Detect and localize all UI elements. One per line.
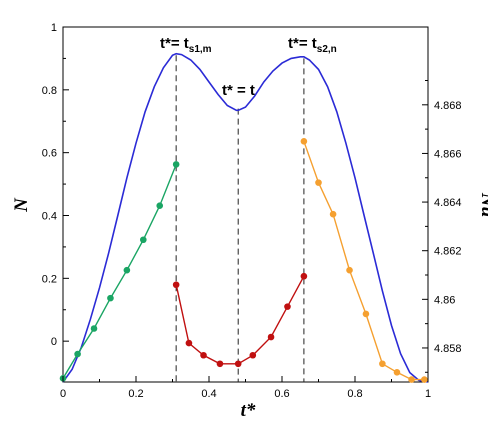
x-axis-label: t* bbox=[241, 400, 256, 421]
series-1-line bbox=[175, 275, 305, 365]
nu-series-group bbox=[59, 137, 428, 383]
series-2-line bbox=[303, 141, 425, 381]
series-0-point bbox=[140, 236, 147, 244]
series-0-point bbox=[90, 325, 98, 332]
series-0-line bbox=[62, 164, 177, 379]
annotation-tcenter: t* = t bbox=[222, 82, 255, 99]
right-tick-label: 4.866 bbox=[434, 148, 462, 160]
annotation-ts1m-main: t*= t bbox=[160, 35, 189, 52]
series-1-point bbox=[249, 351, 257, 359]
series-1-point bbox=[216, 360, 224, 368]
series-1-point bbox=[172, 281, 180, 289]
annotation-ts2n: t*= ts2,n bbox=[288, 35, 337, 55]
series-2-point bbox=[421, 376, 428, 383]
series-1-point bbox=[267, 333, 275, 341]
x-tick-label: 0 bbox=[60, 388, 66, 400]
left-tick-label: 1 bbox=[51, 22, 57, 34]
series-1-point bbox=[234, 360, 242, 368]
series-0 bbox=[59, 161, 180, 382]
left-axis-label: N bbox=[11, 197, 32, 213]
x-tick-label: 0.8 bbox=[347, 388, 362, 400]
series-1-point bbox=[284, 303, 291, 310]
annotation-tcenter-main: t* = t bbox=[222, 82, 255, 99]
right-tick-label: 4.858 bbox=[434, 343, 462, 355]
x-tick-label: 0.4 bbox=[201, 388, 216, 400]
svg-text:t* = t: t* = t bbox=[222, 82, 255, 99]
right-tick-label: 4.86 bbox=[434, 294, 455, 306]
series-2 bbox=[300, 137, 428, 383]
left-tick-label: 0.4 bbox=[42, 210, 57, 222]
series-1 bbox=[172, 272, 308, 368]
series-1-point bbox=[300, 272, 308, 280]
x-tick-label: 0.2 bbox=[128, 388, 143, 400]
right-axis-label: Nu bbox=[477, 192, 488, 217]
series-2-point bbox=[362, 310, 370, 318]
series-0-point bbox=[107, 294, 114, 302]
series-2-point bbox=[329, 210, 337, 218]
series-2-point bbox=[346, 266, 353, 274]
x-tick-label: 1 bbox=[425, 388, 431, 400]
series-2-point bbox=[315, 179, 322, 186]
series-2-point bbox=[408, 376, 415, 383]
left-tick-label: 0.6 bbox=[42, 148, 57, 160]
axis-ticks: 0 0.2 0.4 0.6 0.8 1 0 0.2 0.4 0.6 0.8 1 4.858 4.86 4.8… bbox=[42, 22, 462, 400]
x-tick-label: 0.6 bbox=[274, 388, 289, 400]
svg-text:t*= ts2,n: t*= ts2,n bbox=[288, 35, 337, 55]
left-tick-label: 0 bbox=[51, 336, 57, 348]
annotation-ts1m: t*= ts1,m bbox=[160, 35, 212, 55]
series-0-point bbox=[156, 202, 164, 210]
n-curve bbox=[62, 52, 429, 383]
left-tick-label: 0.2 bbox=[42, 273, 57, 285]
series-2-point bbox=[393, 368, 401, 376]
svg-text:t*= ts1,m: t*= ts1,m bbox=[160, 35, 212, 55]
right-tick-label: 4.862 bbox=[434, 246, 462, 258]
right-tick-label: 4.864 bbox=[434, 197, 462, 209]
series-2-point bbox=[379, 360, 386, 368]
series-2-point bbox=[300, 137, 308, 145]
series-0-point bbox=[172, 161, 180, 168]
series-1-point bbox=[200, 351, 207, 359]
n-curve-line bbox=[62, 52, 429, 383]
annotation-ts2n-sub: s2,n bbox=[317, 44, 337, 55]
series-1-point bbox=[185, 339, 193, 347]
annotation-ts1m-sub: s1,m bbox=[189, 44, 212, 55]
dashed-reference-lines bbox=[175, 55, 305, 382]
plot-frame bbox=[62, 26, 429, 383]
series-0-point bbox=[74, 350, 81, 358]
left-tick-label: 0.8 bbox=[42, 85, 57, 97]
series-0-point bbox=[123, 266, 131, 274]
right-tick-label: 4.868 bbox=[434, 100, 462, 112]
annotation-ts2n-main: t*= t bbox=[288, 35, 317, 52]
